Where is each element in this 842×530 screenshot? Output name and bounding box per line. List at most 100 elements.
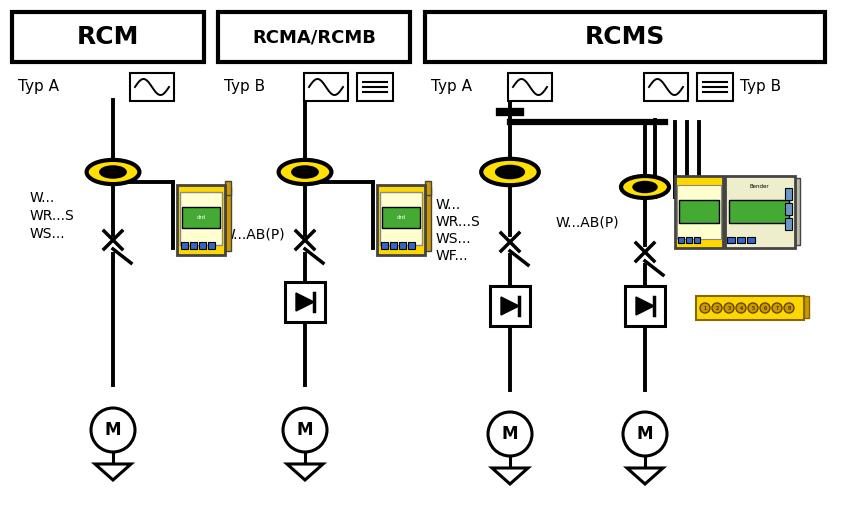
- Text: 3: 3: [727, 305, 731, 311]
- FancyBboxPatch shape: [678, 237, 684, 243]
- Text: M: M: [104, 421, 121, 439]
- Text: Typ B: Typ B: [740, 80, 781, 94]
- Text: 4: 4: [739, 305, 743, 311]
- Circle shape: [91, 408, 135, 452]
- FancyBboxPatch shape: [795, 178, 800, 245]
- Polygon shape: [501, 297, 519, 315]
- Text: 2: 2: [716, 305, 718, 311]
- FancyBboxPatch shape: [490, 286, 530, 326]
- FancyBboxPatch shape: [785, 218, 792, 230]
- Text: RCMA/RCMB: RCMA/RCMB: [252, 28, 376, 46]
- Polygon shape: [627, 468, 663, 484]
- Circle shape: [784, 303, 794, 313]
- FancyBboxPatch shape: [12, 12, 204, 62]
- FancyBboxPatch shape: [727, 237, 735, 243]
- Circle shape: [748, 303, 758, 313]
- FancyBboxPatch shape: [644, 73, 688, 101]
- Circle shape: [283, 408, 327, 452]
- Circle shape: [760, 303, 770, 313]
- Circle shape: [772, 303, 782, 313]
- Polygon shape: [95, 464, 131, 480]
- Text: 5: 5: [751, 305, 754, 311]
- Text: drd: drd: [196, 215, 205, 220]
- Ellipse shape: [633, 181, 657, 192]
- FancyBboxPatch shape: [729, 200, 789, 223]
- Text: Bender: Bender: [749, 184, 769, 189]
- Circle shape: [488, 412, 532, 456]
- FancyBboxPatch shape: [677, 184, 721, 240]
- Ellipse shape: [621, 176, 669, 198]
- FancyBboxPatch shape: [425, 12, 825, 62]
- FancyBboxPatch shape: [408, 242, 415, 250]
- Text: WF...: WF...: [436, 249, 469, 263]
- Ellipse shape: [87, 160, 140, 184]
- FancyBboxPatch shape: [508, 73, 552, 101]
- Text: W...: W...: [30, 191, 56, 205]
- FancyBboxPatch shape: [679, 200, 719, 223]
- FancyBboxPatch shape: [399, 242, 406, 250]
- Text: 8: 8: [787, 305, 791, 311]
- FancyBboxPatch shape: [390, 242, 397, 250]
- Polygon shape: [636, 297, 654, 315]
- FancyBboxPatch shape: [725, 176, 795, 248]
- FancyBboxPatch shape: [425, 181, 431, 195]
- FancyBboxPatch shape: [380, 192, 422, 244]
- Text: M: M: [296, 421, 313, 439]
- Circle shape: [700, 303, 710, 313]
- Text: W...AB(P): W...AB(P): [222, 228, 285, 242]
- FancyBboxPatch shape: [723, 178, 728, 245]
- FancyBboxPatch shape: [181, 242, 188, 250]
- Circle shape: [712, 303, 722, 313]
- FancyBboxPatch shape: [804, 296, 809, 318]
- Text: RCMS: RCMS: [585, 25, 665, 49]
- FancyBboxPatch shape: [675, 176, 723, 248]
- Text: WS...: WS...: [30, 227, 66, 241]
- FancyBboxPatch shape: [382, 207, 420, 228]
- Text: W...: W...: [436, 198, 461, 212]
- FancyBboxPatch shape: [285, 282, 325, 322]
- Text: 7: 7: [775, 305, 779, 311]
- FancyBboxPatch shape: [208, 242, 215, 250]
- FancyBboxPatch shape: [225, 187, 231, 251]
- FancyBboxPatch shape: [696, 296, 804, 320]
- Text: M: M: [502, 425, 518, 443]
- FancyBboxPatch shape: [304, 73, 348, 101]
- FancyBboxPatch shape: [218, 12, 410, 62]
- FancyBboxPatch shape: [180, 192, 222, 244]
- FancyBboxPatch shape: [694, 237, 700, 243]
- Circle shape: [724, 303, 734, 313]
- FancyBboxPatch shape: [177, 185, 225, 255]
- Text: 6: 6: [764, 305, 766, 311]
- FancyBboxPatch shape: [377, 185, 425, 255]
- Circle shape: [623, 412, 667, 456]
- Text: RCM: RCM: [77, 25, 139, 49]
- FancyBboxPatch shape: [625, 286, 665, 326]
- Ellipse shape: [481, 159, 539, 185]
- Text: WR...S: WR...S: [436, 215, 481, 229]
- Text: W...AB(P): W...AB(P): [556, 215, 620, 229]
- Ellipse shape: [496, 165, 525, 179]
- Text: drd: drd: [397, 215, 406, 220]
- FancyBboxPatch shape: [130, 73, 174, 101]
- FancyBboxPatch shape: [425, 187, 431, 251]
- Polygon shape: [287, 464, 323, 480]
- Text: Typ B: Typ B: [224, 80, 265, 94]
- Circle shape: [736, 303, 746, 313]
- Text: Typ A: Typ A: [431, 80, 472, 94]
- FancyBboxPatch shape: [747, 237, 755, 243]
- FancyBboxPatch shape: [357, 73, 393, 101]
- Text: 1: 1: [703, 305, 706, 311]
- Text: WR...S: WR...S: [30, 209, 75, 223]
- FancyBboxPatch shape: [697, 73, 733, 101]
- FancyBboxPatch shape: [190, 242, 197, 250]
- Text: M: M: [637, 425, 653, 443]
- FancyBboxPatch shape: [182, 207, 220, 228]
- FancyBboxPatch shape: [785, 188, 792, 200]
- Ellipse shape: [100, 166, 126, 178]
- FancyBboxPatch shape: [225, 181, 231, 195]
- FancyBboxPatch shape: [686, 237, 692, 243]
- Ellipse shape: [292, 166, 318, 178]
- Polygon shape: [492, 468, 528, 484]
- Polygon shape: [296, 293, 314, 311]
- FancyBboxPatch shape: [381, 242, 388, 250]
